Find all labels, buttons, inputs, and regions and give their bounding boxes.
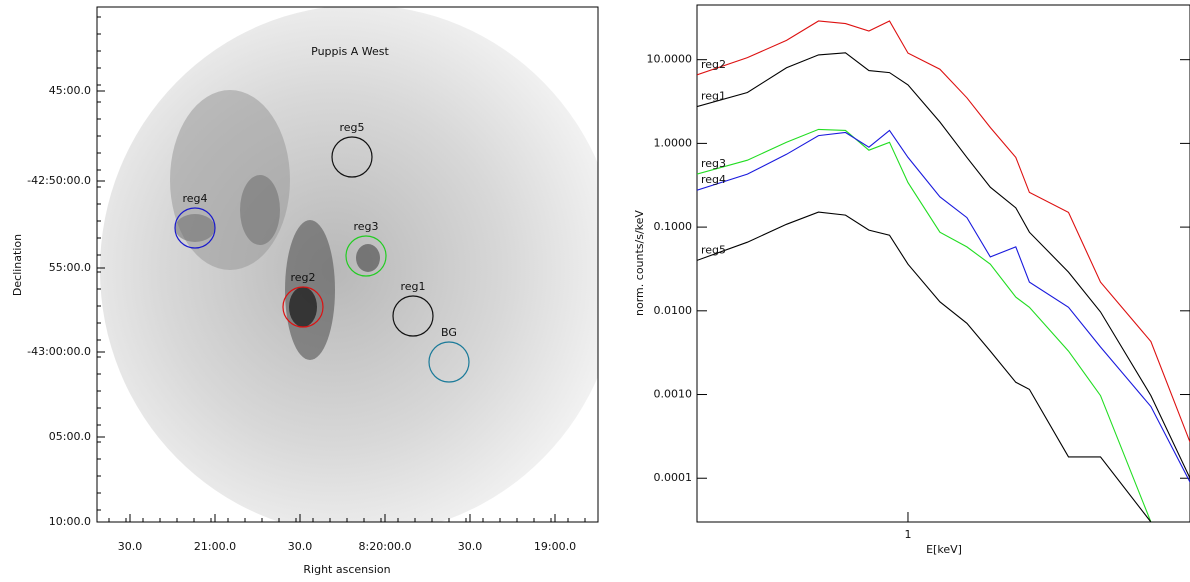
x-axis-label: E[keV] <box>926 543 962 556</box>
region-label: reg2 <box>290 271 315 284</box>
y-tick-label: 10.0000 <box>647 53 693 66</box>
y-tick-label: 0.0001 <box>654 471 693 484</box>
x-axis-label: Right ascension <box>303 563 390 576</box>
y-tick-label: 0.1000 <box>654 220 693 233</box>
spectrum-line <box>697 20 1190 443</box>
region-label: reg1 <box>400 280 425 293</box>
region-label: reg4 <box>182 192 207 205</box>
series-label: reg3 <box>701 157 726 170</box>
region-label: reg5 <box>339 121 364 134</box>
series-label: reg2 <box>701 58 726 71</box>
xray-image <box>100 7 598 522</box>
region <box>282 286 324 328</box>
x-tick-label: 30.0 <box>118 540 143 553</box>
y-axis-label: norm. counts/s/keV <box>633 210 646 316</box>
x-tick-label: 30.0 <box>458 540 483 553</box>
plot-frame <box>696 4 1190 523</box>
region <box>345 235 387 277</box>
region <box>428 341 470 383</box>
region <box>392 295 434 337</box>
x-tick-label: 8:20:00.0 <box>359 540 412 553</box>
series-label: reg4 <box>701 173 726 186</box>
y-tick-label: 05:00.0 <box>49 430 91 443</box>
spectrum-line <box>697 128 1152 522</box>
region-label: BG <box>441 326 457 339</box>
x-tick-label: 21:00.0 <box>194 540 236 553</box>
y-tick-label: 0.0010 <box>654 388 693 401</box>
region <box>331 136 373 178</box>
y-tick-label: 1.0000 <box>654 136 693 149</box>
spectrum-line <box>697 52 1190 479</box>
x-tick-label: 19:00.0 <box>534 540 576 553</box>
series-label: reg5 <box>701 243 726 256</box>
y-tick-label: 10:00.0 <box>49 515 91 528</box>
y-tick-label: -42:50:00.0 <box>27 174 91 187</box>
y-axis-label: Declination <box>11 234 24 296</box>
x-tick-label: 1 <box>904 528 911 541</box>
region-label: reg3 <box>353 220 378 233</box>
series-label: reg1 <box>701 90 726 103</box>
image-title: Puppis A West <box>311 45 389 58</box>
x-tick-label: 30.0 <box>288 540 313 553</box>
plot-area <box>697 20 1190 522</box>
y-tick-label: -43:00:00.0 <box>27 345 91 358</box>
spectrum-line <box>697 211 1152 522</box>
spectrum-line <box>697 129 1190 483</box>
y-tick-label: 55:00.0 <box>49 261 91 274</box>
y-tick-label: 45:00.0 <box>49 84 91 97</box>
region <box>174 207 216 249</box>
y-tick-label: 0.0100 <box>654 304 693 317</box>
